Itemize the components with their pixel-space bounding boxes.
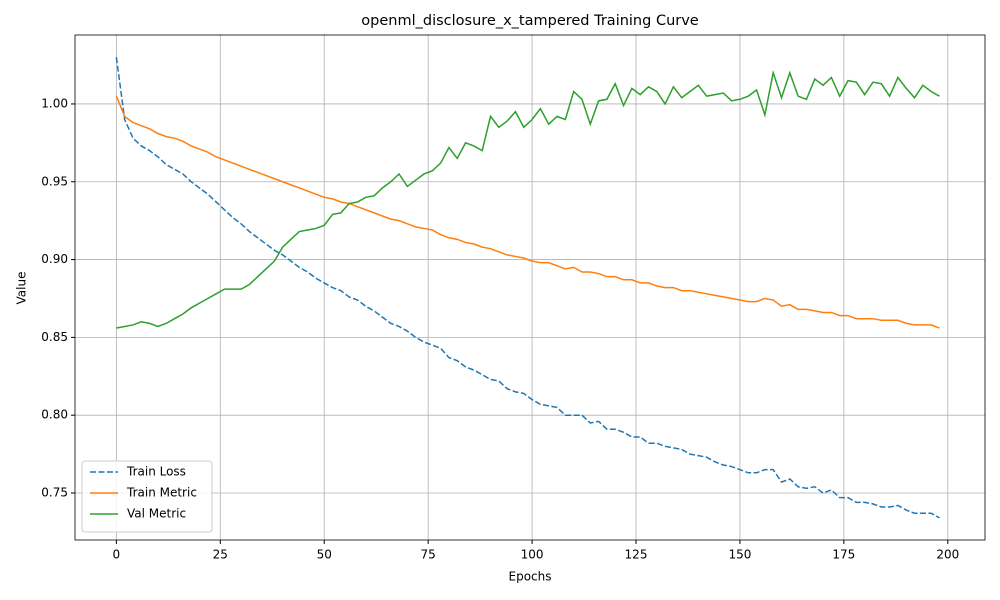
y-tick-label: 0.90: [41, 252, 68, 266]
x-tick-label: 25: [213, 548, 228, 562]
x-tick-label: 200: [936, 548, 959, 562]
chart-title: openml_disclosure_x_tampered Training Cu…: [361, 13, 699, 29]
legend-label: Train Loss: [126, 465, 186, 479]
series-line: [115, 57, 940, 519]
series-line: [116, 69, 940, 329]
series-line: [115, 95, 940, 329]
x-axis-label: Epochs: [509, 570, 552, 584]
y-tick-label: 0.75: [41, 486, 68, 500]
plot-frame: [74, 34, 986, 541]
y-tick-label: 0.95: [41, 174, 68, 188]
x-tick-label: 125: [625, 548, 648, 562]
x-tick-label: 50: [317, 548, 332, 562]
y-axis-label: Value: [15, 272, 29, 305]
y-tick-label: 0.85: [41, 330, 68, 344]
y-tick-label: 0.80: [41, 408, 68, 422]
x-tick-label: 100: [521, 548, 544, 562]
x-tick-label: 0: [113, 548, 121, 562]
x-tick-label: 150: [728, 548, 751, 562]
y-tick-label: 1.00: [41, 96, 68, 110]
legend-label: Val Metric: [127, 507, 186, 521]
legend-label: Train Metric: [126, 486, 197, 500]
x-tick-label: 75: [421, 548, 436, 562]
x-tick-label: 175: [832, 548, 855, 562]
